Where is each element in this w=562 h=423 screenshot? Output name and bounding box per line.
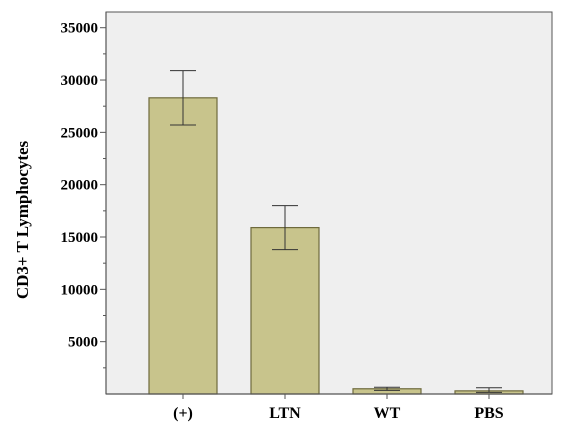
- x-tick-label: (+): [173, 405, 193, 422]
- bar-1: [250, 226, 320, 395]
- y-tick-label: 5000: [68, 335, 98, 351]
- y-axis: 5000 10000 15000 20000 25000 30000 35000: [61, 12, 107, 394]
- x-axis: (+) LTN WT PBS: [106, 393, 552, 422]
- y-tick-label: 30000: [61, 73, 99, 89]
- x-tick-label: LTN: [269, 405, 301, 422]
- bar-0: [148, 97, 218, 395]
- bars: [148, 70, 524, 395]
- y-tick-label: 10000: [61, 282, 99, 298]
- y-tick-label: 20000: [61, 178, 99, 194]
- y-tick-label: 35000: [61, 21, 99, 37]
- y-tick-label: 15000: [61, 230, 99, 246]
- x-tick-label: WT: [374, 405, 401, 422]
- x-tick-label: PBS: [474, 405, 503, 422]
- y-tick-label: 25000: [61, 125, 99, 141]
- y-axis-label: CD3+ T Lymphocytes: [13, 140, 32, 299]
